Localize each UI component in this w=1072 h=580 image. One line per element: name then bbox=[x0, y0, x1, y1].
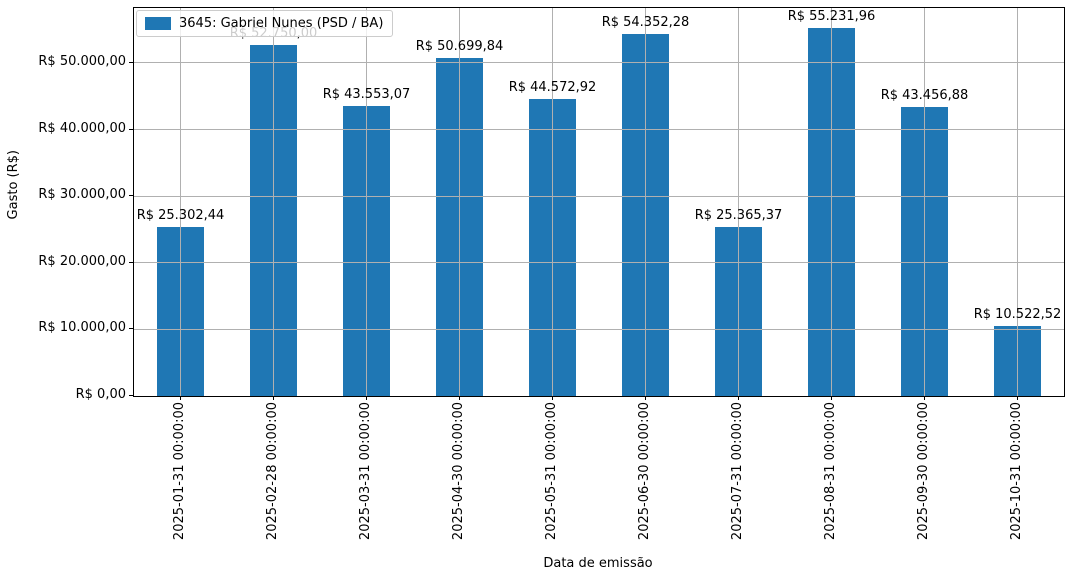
x-tick-mark bbox=[1016, 396, 1018, 400]
gridline-vertical bbox=[738, 8, 739, 396]
gridline-horizontal bbox=[134, 129, 1064, 131]
y-tick-mark bbox=[129, 61, 133, 63]
x-tick-label: 2025-09-30 00:00:00 bbox=[915, 402, 931, 541]
plot-area: R$ 25.302,44R$ 52.750,00R$ 43.553,07R$ 5… bbox=[133, 7, 1065, 397]
y-tick-mark bbox=[129, 195, 133, 197]
y-tick-mark bbox=[129, 128, 133, 130]
bar-value-label: R$ 50.699,84 bbox=[415, 39, 504, 55]
gridline-vertical bbox=[831, 8, 832, 396]
bar-value-label: R$ 25.302,44 bbox=[136, 208, 225, 224]
y-tick-label: R$ 20.000,00 bbox=[38, 253, 126, 269]
x-tick-label: 2025-02-28 00:00:00 bbox=[264, 402, 280, 541]
gridline-vertical bbox=[459, 8, 460, 396]
x-tick-mark bbox=[737, 396, 739, 400]
x-tick-label: 2025-10-31 00:00:00 bbox=[1008, 402, 1024, 541]
x-tick-mark bbox=[179, 396, 181, 400]
gridline-vertical bbox=[273, 8, 274, 396]
x-tick-label: 2025-03-31 00:00:00 bbox=[357, 402, 373, 541]
x-tick-mark bbox=[458, 396, 460, 400]
gridline-vertical bbox=[645, 8, 646, 396]
x-tick-label: 2025-04-30 00:00:00 bbox=[450, 402, 466, 541]
bar-value-label: R$ 54.352,28 bbox=[601, 14, 690, 30]
gridline-horizontal bbox=[134, 328, 1064, 330]
x-tick-label: 2025-05-31 00:00:00 bbox=[543, 402, 559, 541]
x-tick-mark bbox=[365, 396, 367, 400]
x-tick-label: 2025-01-31 00:00:00 bbox=[171, 402, 187, 541]
y-tick-label: R$ 30.000,00 bbox=[38, 187, 126, 203]
y-tick-label: R$ 10.000,00 bbox=[38, 320, 126, 336]
legend-label: 3645: Gabriel Nunes (PSD / BA) bbox=[179, 16, 384, 31]
legend: 3645: Gabriel Nunes (PSD / BA) bbox=[136, 10, 394, 37]
bar-value-label: R$ 10.522,52 bbox=[973, 306, 1062, 322]
gridline-vertical bbox=[180, 8, 181, 396]
gridline-vertical bbox=[552, 8, 553, 396]
y-tick-mark bbox=[129, 261, 133, 263]
x-tick-mark bbox=[551, 396, 553, 400]
x-tick-label: 2025-07-31 00:00:00 bbox=[729, 402, 745, 541]
x-tick-mark bbox=[272, 396, 274, 400]
gridline-vertical bbox=[366, 8, 367, 396]
gridline-vertical bbox=[1017, 8, 1018, 396]
y-tick-label: R$ 50.000,00 bbox=[38, 53, 126, 69]
x-axis-label: Data de emissão bbox=[543, 556, 653, 571]
x-tick-mark bbox=[830, 396, 832, 400]
bar-value-label: R$ 43.553,07 bbox=[322, 86, 411, 102]
gridline-vertical bbox=[924, 8, 925, 396]
y-tick-mark bbox=[129, 328, 133, 330]
y-tick-mark bbox=[129, 395, 133, 396]
legend-swatch-icon bbox=[145, 17, 171, 30]
y-tick-label: R$ 40.000,00 bbox=[38, 120, 126, 136]
x-tick-label: 2025-08-31 00:00:00 bbox=[822, 402, 838, 541]
gridline-horizontal bbox=[134, 195, 1064, 197]
bar-value-label: R$ 55.231,96 bbox=[787, 9, 876, 25]
x-tick-mark bbox=[923, 396, 925, 400]
bar-value-label: R$ 44.572,92 bbox=[508, 80, 597, 96]
x-tick-label: 2025-06-30 00:00:00 bbox=[636, 402, 652, 541]
gridline-horizontal bbox=[134, 62, 1064, 64]
bar-value-label: R$ 25.365,37 bbox=[694, 208, 783, 224]
x-tick-mark bbox=[644, 396, 646, 400]
bar-value-label: R$ 43.456,88 bbox=[880, 87, 969, 103]
y-tick-label: R$ 0,00 bbox=[75, 387, 126, 402]
gridline-horizontal bbox=[134, 262, 1064, 264]
y-axis-label: Gasto (R$) bbox=[6, 150, 21, 220]
